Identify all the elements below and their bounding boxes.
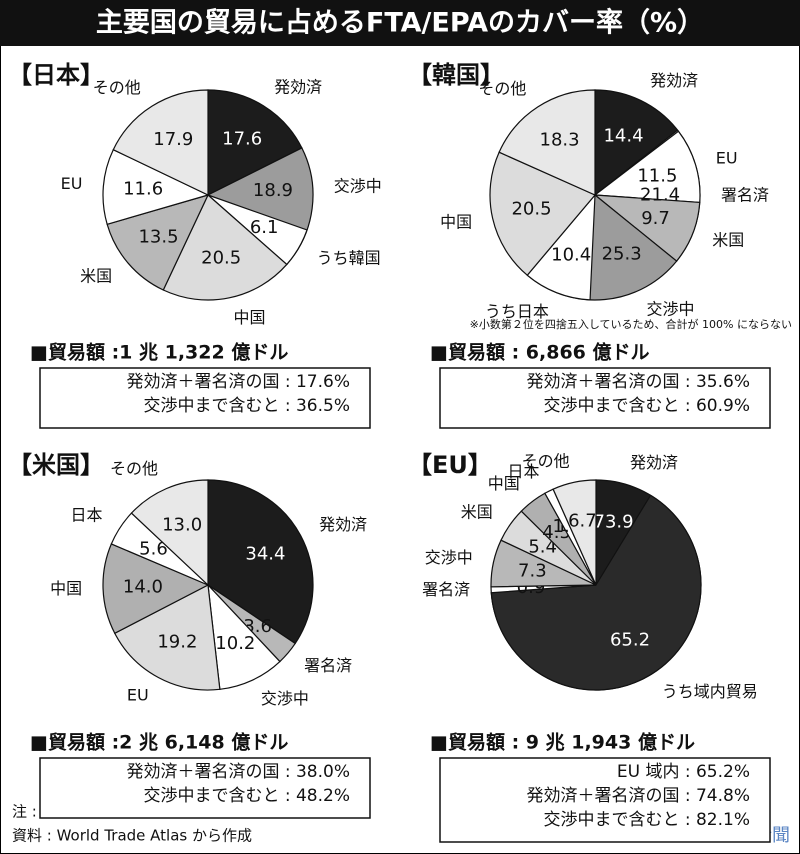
slice-name: EU — [61, 174, 83, 193]
slice-value: 6.7 — [568, 510, 597, 531]
slice-value: 34.4 — [245, 543, 285, 564]
panel-title: 【日本】 — [8, 61, 104, 89]
slice-name: 署名済 — [422, 580, 470, 599]
pie-sub-slice — [593, 130, 701, 204]
pie-slice — [489, 151, 596, 277]
pie-slice — [130, 479, 209, 587]
title-bar — [0, 0, 800, 46]
slice-name: 中国 — [488, 474, 520, 493]
summary-line: 交渉中まで含むと : 82.1% — [543, 810, 750, 830]
slice-name: 交渉中 — [647, 299, 695, 318]
summary-line: 発効済＋署名済の国 : 74.8% — [526, 786, 750, 806]
slice-name: 発効済 — [274, 77, 322, 96]
slice-value: 21.4 — [640, 185, 680, 206]
panel-title: 【米国】 — [8, 451, 104, 479]
slice-value: 13.0 — [162, 514, 202, 535]
slice-value: 11.5 — [637, 165, 677, 186]
slice-name: 日本 — [70, 506, 102, 525]
slice-value: 18.9 — [253, 180, 293, 201]
slice-name: 中国 — [440, 213, 472, 232]
summary-box — [39, 757, 371, 819]
slice-name: 中国 — [234, 308, 266, 327]
summary-line: 発効済＋署名済の国 : 38.0% — [126, 762, 350, 782]
slice-value: 7.3 — [518, 560, 547, 581]
trade-value: ■貿易額 : 9 兆 1,943 億ドル — [430, 731, 695, 754]
pie-slice — [207, 89, 303, 196]
slice-value: 25.3 — [602, 243, 642, 264]
slice-name: うち域内貿易 — [662, 682, 758, 701]
slice-name: EU — [716, 148, 738, 167]
slice-value: 14.4 — [603, 125, 643, 146]
slice-name: 米国 — [461, 502, 493, 521]
slice-name: その他 — [93, 78, 141, 97]
slice-name: 米国 — [712, 231, 744, 250]
summary-box — [439, 757, 771, 843]
summary-line: EU 域内 : 65.2% — [617, 762, 750, 782]
pie-slice — [498, 89, 596, 196]
slice-value: 17.6 — [222, 129, 262, 150]
summary-line: 発効済＋署名済の国 : 35.6% — [526, 372, 750, 392]
slice-name: 発効済 — [630, 453, 678, 472]
slice-value: 18.3 — [540, 129, 580, 150]
summary-line: 発効済＋署名済の国 : 17.6% — [126, 372, 350, 392]
slice-name: 発効済 — [319, 515, 367, 534]
slice-name: EU — [127, 686, 149, 705]
summary-line: 交渉中まで含むと : 36.5% — [143, 396, 350, 416]
slice-value: 19.2 — [157, 631, 197, 652]
pie-slice — [102, 543, 210, 635]
slice-value: 10.2 — [215, 633, 255, 654]
slice-name: 交渉中 — [425, 548, 473, 567]
summary-box — [39, 367, 371, 429]
slice-value: 13.5 — [138, 226, 178, 247]
slice-value: 20.5 — [201, 248, 241, 269]
summary-line: 交渉中まで含むと : 48.2% — [143, 786, 350, 806]
panel-title: 【EU】 — [408, 451, 492, 479]
slice-name: 中国 — [50, 579, 82, 598]
slice-name: その他 — [478, 79, 526, 98]
slice-name: その他 — [110, 459, 158, 478]
slice-name: 交渉中 — [261, 689, 309, 708]
slice-value: 73.9 — [594, 511, 634, 532]
slice-name: 署名済 — [721, 185, 769, 204]
slice-name: うち日本 — [485, 302, 549, 321]
slice-name: 米国 — [80, 266, 112, 285]
slice-name: 発効済 — [650, 71, 698, 90]
slice-name: その他 — [522, 451, 570, 470]
slice-value: 5.6 — [139, 538, 168, 559]
trade-value: ■貿易額 :2 兆 6,148 億ドル — [30, 731, 288, 754]
slice-value: 10.4 — [551, 245, 591, 266]
summary-line: 交渉中まで含むと : 60.9% — [543, 396, 750, 416]
trade-value: ■貿易額 : 6,866 億ドル — [430, 341, 650, 364]
pie-sub-slice — [526, 193, 596, 301]
pie-slice — [594, 89, 679, 197]
summary-box — [439, 367, 771, 429]
pie-slice — [552, 479, 597, 586]
pie-slice — [162, 194, 288, 301]
slice-value: 17.9 — [153, 129, 193, 150]
note: 資料 : World Trade Atlas から作成 — [12, 827, 252, 845]
slice-value: 6.1 — [250, 217, 279, 238]
panel-title: 【韓国】 — [408, 61, 504, 89]
pie-slice — [112, 89, 209, 196]
slice-name: 日本 — [508, 462, 540, 481]
title: 主要国の貿易に占めるFTA/EPAのカバー率（%） — [96, 7, 704, 39]
slice-name: 交渉中 — [334, 177, 382, 196]
pie-slice — [102, 148, 210, 226]
footnote: ※小数第２位を四捨五入しているため、合計が 100% にならない — [470, 317, 792, 331]
pie-slice — [207, 479, 314, 645]
slice-value: 20.5 — [511, 199, 551, 220]
slice-value: 65.2 — [610, 630, 650, 651]
slice-value: 9.7 — [641, 208, 670, 229]
trade-value: ■貿易額 :1 兆 1,322 億ドル — [30, 341, 288, 364]
slice-name: 署名済 — [304, 656, 352, 675]
pie-slice — [113, 584, 221, 691]
slice-name: うち韓国 — [317, 248, 381, 267]
slice-value: 14.0 — [123, 576, 163, 597]
slice-value: 5.4 — [528, 537, 557, 558]
pie-slice — [106, 194, 210, 291]
slice-value: 11.6 — [123, 179, 163, 200]
pie-sub-slice — [490, 494, 702, 691]
